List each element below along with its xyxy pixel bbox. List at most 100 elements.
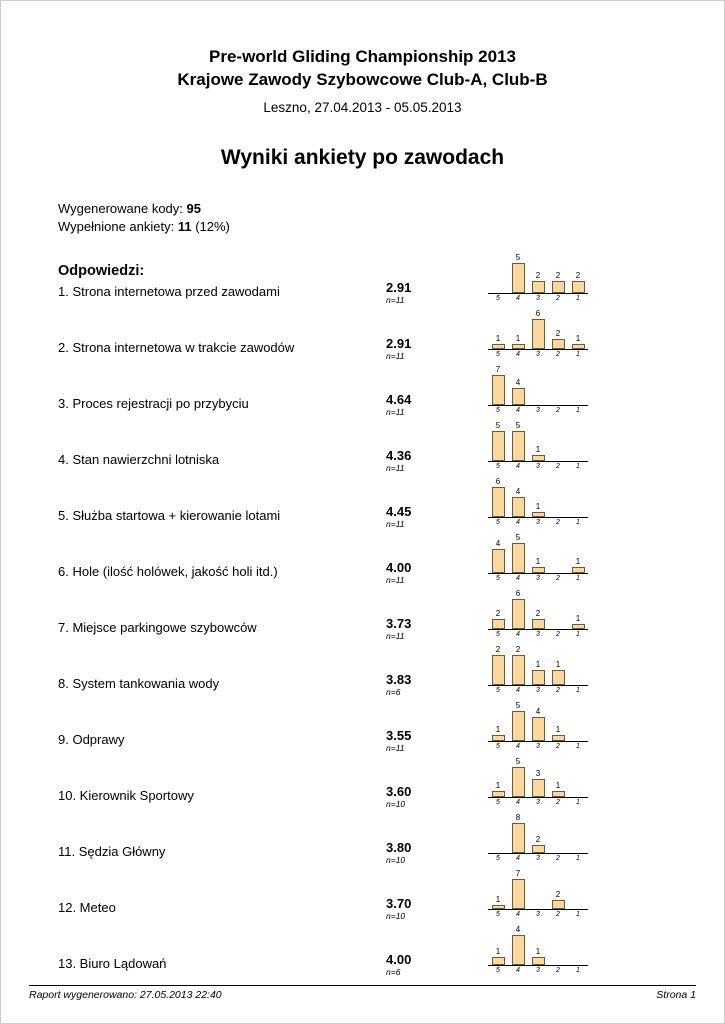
chart-slot: 2: [548, 329, 568, 349]
axis-tick-label: 5: [496, 463, 500, 470]
chart-slot: 6: [508, 589, 528, 629]
axis-tick-label: 5: [496, 687, 500, 694]
bar: [571, 344, 585, 349]
bar-value-label: 2: [495, 645, 501, 654]
question-n: n=11: [386, 351, 405, 361]
bar: [551, 900, 565, 909]
chart-slot: 4: [528, 707, 548, 741]
chart-slot: 1: [528, 502, 548, 517]
question-score: 3.55: [386, 728, 412, 743]
axis-tick-label: 1: [576, 463, 580, 470]
bar-value-label: 6: [515, 589, 521, 598]
axis-tick-label: 3: [536, 295, 540, 302]
chart-ticks: 5 4 3 2 1: [488, 407, 588, 417]
bar-value-label: 1: [535, 502, 541, 511]
question-n: n=10: [386, 799, 406, 809]
question-chart-wrap: 2 6 2 1 5 4 3 2 1: [488, 587, 588, 641]
axis-tick-label: 5: [496, 519, 500, 526]
chart-slot: 5: [508, 757, 528, 797]
chart-slot: 1: [548, 725, 568, 741]
generated-codes-line: Wygenerowane kody: 95: [58, 200, 724, 218]
question-score: 4.45: [386, 504, 412, 519]
axis-tick-label: 1: [576, 631, 580, 638]
footer-page-number: Strona 1: [656, 989, 696, 1001]
header-subtitle: Leszno, 27.04.2013 - 05.05.2013: [263, 100, 462, 115]
bar: [531, 717, 545, 741]
chart-ticks: 5 4 3 2 1: [488, 687, 588, 697]
chart-ticks: 5 4 3 2 1: [488, 911, 588, 921]
axis-tick-label: 3: [536, 743, 540, 750]
axis-tick-label: 3: [536, 351, 540, 358]
bar: [531, 957, 545, 965]
question-row: 6. Hole (ilość holówek, jakość holi itd.…: [58, 529, 588, 585]
chart-slot: 1: [488, 895, 508, 909]
bar: [491, 431, 505, 461]
axis-tick-label: 3: [536, 687, 540, 694]
bar: [511, 543, 525, 573]
axis-tick-label: 1: [576, 967, 580, 974]
header-title-line1: Pre-world Gliding Championship 2013: [209, 47, 516, 66]
axis-tick-label: 4: [516, 799, 520, 806]
question-score-block: 4.64 n=11: [386, 393, 488, 418]
axis-tick-label: 5: [496, 631, 500, 638]
generated-codes-value: 95: [186, 201, 201, 216]
question-n: n=11: [386, 407, 405, 417]
bar: [531, 779, 545, 797]
bar-value-label: 1: [535, 660, 541, 669]
question-chart: 4 5 1 1: [488, 531, 588, 574]
axis-tick-label: 2: [556, 295, 560, 302]
bar: [511, 263, 525, 293]
axis-tick-label: 5: [496, 575, 500, 582]
axis-tick-label: 4: [516, 631, 520, 638]
bar: [571, 624, 585, 629]
bar-value-label: 4: [515, 378, 521, 387]
axis-tick-label: 2: [556, 911, 560, 918]
bar-value-label: 4: [535, 707, 541, 716]
axis-tick-label: 4: [516, 575, 520, 582]
axis-tick-label: 3: [536, 407, 540, 414]
question-score-block: 2.91 n=11: [386, 337, 488, 362]
question-score-block: 3.83 n=6: [386, 673, 488, 698]
chart-slot: 1: [528, 557, 548, 573]
chart-slot: 5: [508, 701, 528, 741]
bar-value-label: 8: [515, 813, 521, 822]
bar-value-label: 1: [495, 781, 501, 790]
chart-ticks: 5 4 3 2 1: [488, 743, 588, 753]
question-chart: 2 6 2 1: [488, 587, 588, 630]
question-score: 3.60: [386, 784, 412, 799]
question-chart-wrap: 1 7 2 5 4 3 2 1: [488, 867, 588, 921]
axis-tick-label: 5: [496, 351, 500, 358]
completed-surveys-note: (12%): [191, 219, 230, 234]
bar-value-label: 2: [535, 609, 541, 618]
bar-value-label: 1: [575, 614, 581, 623]
chart-slot: 7: [488, 365, 508, 405]
axis-tick-label: 4: [516, 407, 520, 414]
question-row: 2. Strona internetowa w trakcie zawodów …: [58, 305, 588, 361]
axis-tick-label: 5: [496, 855, 500, 862]
question-chart-wrap: 5 5 1 5 4 3 2 1: [488, 419, 588, 473]
bar: [511, 388, 525, 405]
axis-tick-label: 2: [556, 631, 560, 638]
chart-ticks: 5 4 3 2 1: [488, 351, 588, 361]
question-score-block: 3.70 n=10: [386, 897, 488, 922]
axis-tick-label: 3: [536, 631, 540, 638]
bar: [531, 455, 545, 461]
question-label: 7. Miejsce parkingowe szybowców: [58, 620, 257, 635]
bar: [511, 823, 525, 853]
chart-slot: 1: [548, 660, 568, 685]
bar-value-label: 7: [495, 365, 501, 374]
bar: [551, 670, 565, 685]
question-label: 8. System tankowania wody: [58, 676, 220, 691]
bar-value-label: 1: [555, 660, 561, 669]
axis-tick-label: 3: [536, 799, 540, 806]
question-score: 4.00: [386, 952, 412, 967]
chart-slot: 4: [508, 378, 528, 405]
question-score: 3.80: [386, 840, 412, 855]
question-label: 2. Strona internetowa w trakcie zawodów: [58, 340, 295, 355]
page-title: Wyniki ankiety po zawodach: [220, 146, 505, 169]
